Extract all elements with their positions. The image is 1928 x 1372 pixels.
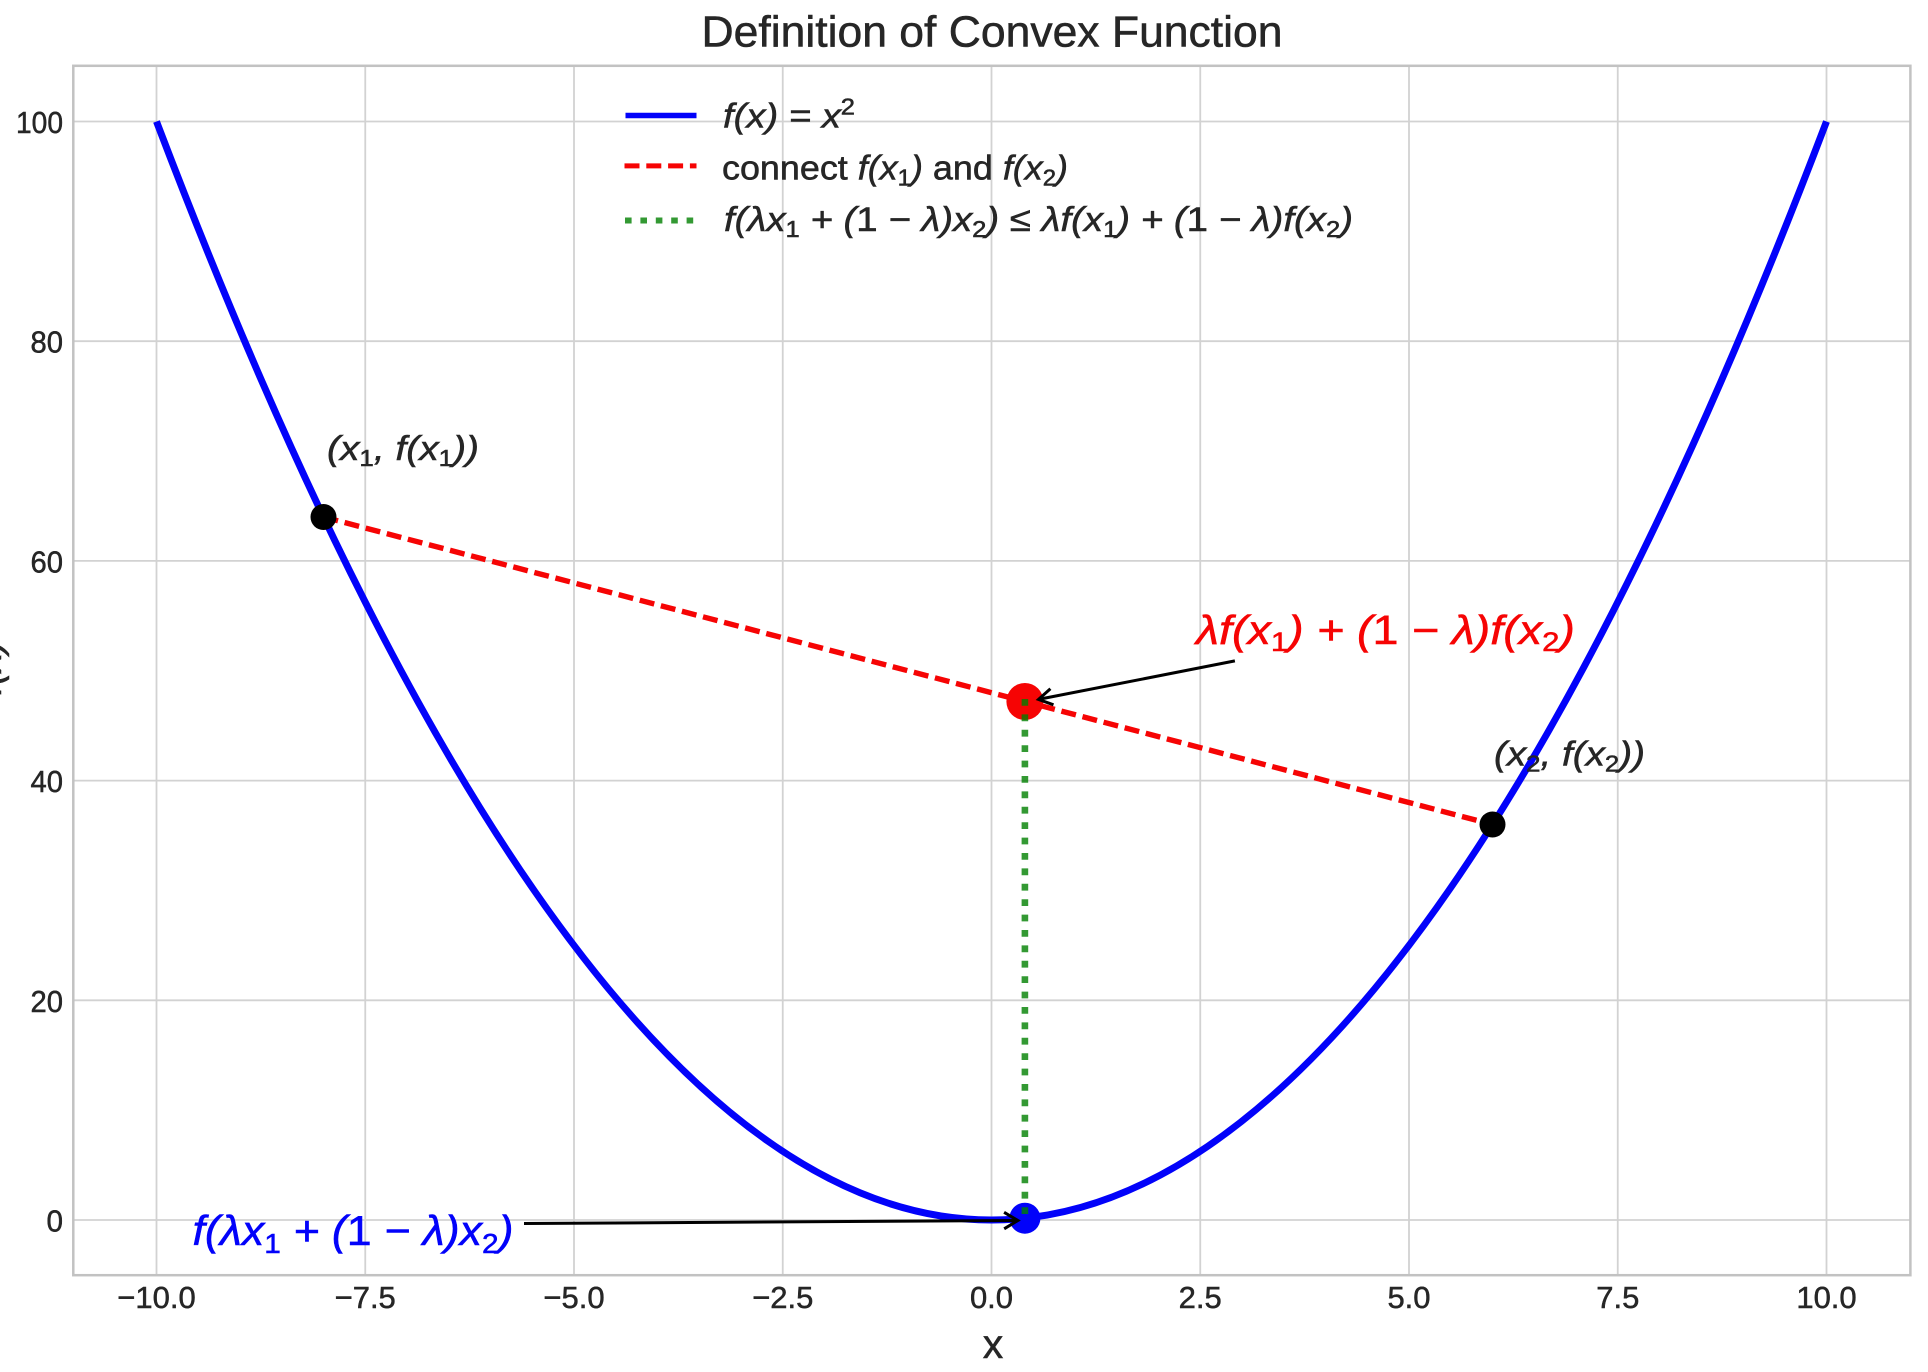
svg-text:−2.5: −2.5 [752,1280,813,1315]
svg-text:0: 0 [47,1204,64,1239]
svg-text:100: 100 [16,105,63,140]
svg-text:x: x [983,1321,1004,1367]
svg-text:Definition of Convex Function: Definition of Convex Function [702,8,1283,57]
svg-text:(x1​, f(x1​)): (x1​, f(x1​)) [327,430,479,471]
svg-text:−10.0: −10.0 [117,1280,195,1315]
svg-text:λf(x1​) + (1 − λ)f(x2​): λf(x1​) + (1 − λ)f(x2​) [1194,607,1575,657]
svg-text:0.0: 0.0 [970,1280,1013,1315]
svg-text:40: 40 [31,764,64,799]
svg-text:connect f(x1​) and f(x2​): connect f(x1​) and f(x2​) [722,150,1068,191]
svg-text:7.5: 7.5 [1596,1280,1639,1315]
svg-text:10.0: 10.0 [1796,1280,1856,1315]
svg-text:60: 60 [31,544,64,579]
svg-text:20: 20 [31,984,64,1019]
svg-text:f(λx1​ + (1 − λ)x2​): f(λx1​ + (1 − λ)x2​) [193,1207,514,1259]
svg-text:2.5: 2.5 [1179,1280,1222,1315]
svg-text:(x2​, f(x2​)): (x2​, f(x2​)) [1494,736,1645,777]
svg-text:f(x) = x2​: f(x) = x2​ [723,94,855,136]
svg-text:80: 80 [31,325,64,360]
svg-text:−5.0: −5.0 [543,1280,604,1315]
svg-text:−7.5: −7.5 [335,1280,396,1315]
svg-text:f(λx1​ + (1 − λ)x2​) ≤ λf(x1​): f(λx1​ + (1 − λ)x2​) ≤ λf(x1​) + (1 − λ)… [724,201,1353,242]
svg-text:5.0: 5.0 [1387,1280,1430,1315]
svg-text:f(x): f(x) [0,641,10,696]
